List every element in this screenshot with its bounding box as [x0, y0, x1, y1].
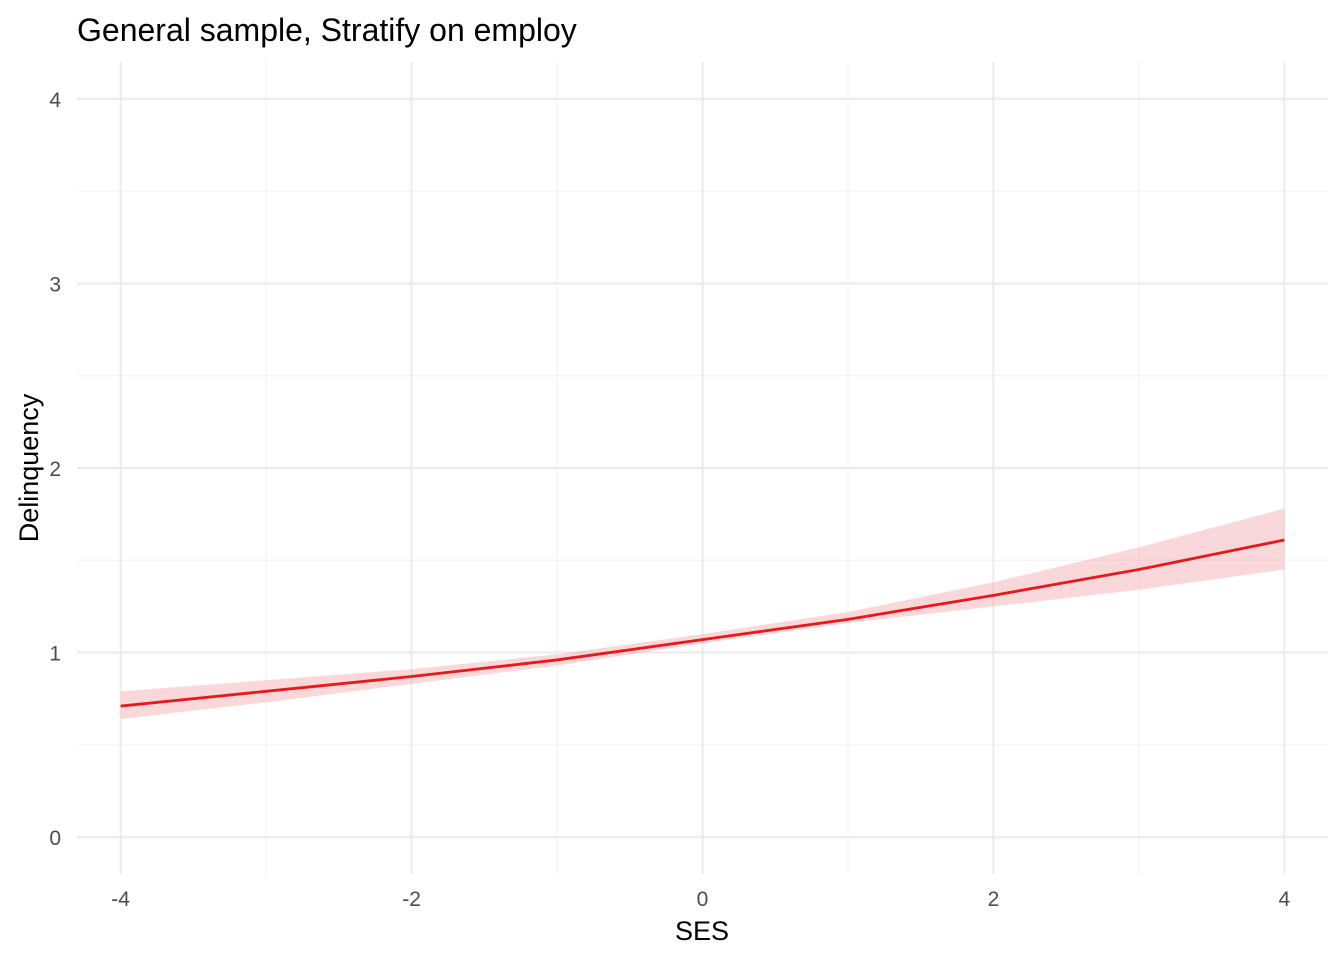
x-tick-label: 2 — [988, 888, 1000, 911]
x-tick-label: -4 — [111, 888, 130, 911]
major-gridlines — [77, 62, 1328, 874]
y-tick-label: 3 — [49, 273, 61, 296]
x-tick-label: -2 — [402, 888, 421, 911]
x-tick-label: 0 — [697, 888, 709, 911]
confidence-band — [120, 508, 1285, 719]
y-tick-label: 0 — [49, 827, 61, 850]
chart-title: General sample, Stratify on employ — [77, 12, 577, 48]
x-axis-label: SES — [675, 916, 729, 946]
y-tick-label: 1 — [49, 643, 61, 666]
series-line — [120, 538, 1285, 708]
y-axis-ticks: 0 1 2 3 4 — [49, 89, 61, 850]
x-tick-label: 4 — [1279, 888, 1291, 911]
y-tick-label: 4 — [49, 89, 61, 112]
series-layer — [120, 508, 1285, 719]
y-tick-label: 2 — [49, 458, 61, 481]
x-axis-ticks: -4 -2 0 2 4 — [111, 888, 1290, 911]
y-axis-label: Delinquency — [14, 393, 44, 542]
